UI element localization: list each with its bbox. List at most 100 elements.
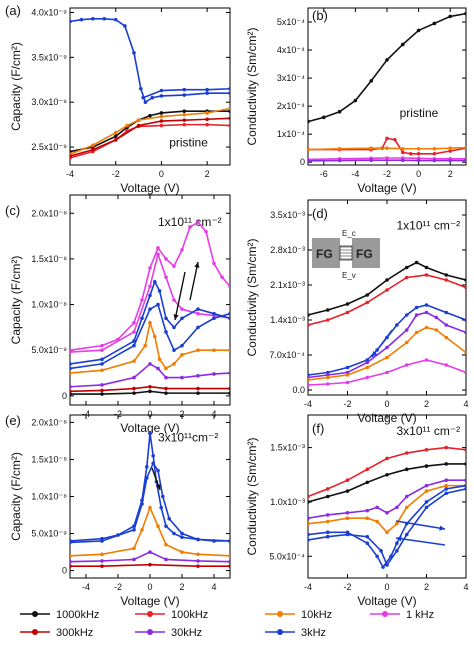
data-point (308, 383, 310, 387)
data-point (444, 462, 449, 466)
x-tick-label: 0 (384, 582, 389, 592)
x-axis-label: Voltage (V) (120, 181, 179, 195)
data-point (464, 447, 466, 452)
y-axis-label: Capacity (F/cm²) (9, 256, 23, 345)
data-point (156, 468, 160, 473)
data-point (325, 534, 330, 539)
data-point (164, 524, 168, 528)
data-point (385, 58, 389, 62)
data-point (432, 151, 437, 156)
y-tick-label: 5.0x10⁻⁹ (31, 529, 67, 539)
plot-frame-b (307, 7, 467, 166)
data-point (432, 21, 437, 26)
band-diagram-inset: FG FGE_cE_v (312, 229, 380, 280)
panel-annotation: pristine (169, 136, 208, 150)
fg-left-label: FG (316, 247, 333, 261)
data-point (444, 483, 449, 488)
data-point (113, 134, 118, 139)
data-point (375, 505, 379, 510)
data-point (212, 372, 216, 376)
legend-item: 1 kHz (370, 609, 434, 621)
data-point (196, 311, 200, 316)
data-point (205, 91, 209, 96)
data-point (448, 146, 453, 150)
panel-label: (a) (5, 3, 21, 18)
data-point (172, 325, 176, 330)
data-point (220, 275, 224, 279)
y-tick-label: 0.0 (292, 385, 305, 395)
series-line (308, 446, 466, 498)
data-point (325, 373, 330, 377)
data-point (444, 273, 449, 277)
data-point (157, 357, 162, 362)
data-point (100, 348, 104, 353)
data-point (172, 531, 176, 536)
data-point (161, 494, 165, 499)
series-line (70, 110, 230, 153)
data-point (164, 386, 168, 391)
y-tick-label: 2.8x10⁻³ (270, 245, 305, 255)
data-point (100, 362, 104, 366)
panel-d: -4 -2 0 2 4 0.0 7.0x10⁻⁴ 1.4x10⁻³ 2.1x10⁻³ 2.8x10… (245, 199, 469, 425)
data-point (159, 123, 164, 128)
data-point (385, 456, 389, 461)
data-point (345, 310, 350, 315)
data-point (325, 318, 330, 322)
series-line (308, 261, 466, 316)
data-point (228, 539, 230, 543)
legend-swatch-marker (277, 629, 283, 635)
panel-label: (b) (312, 8, 328, 23)
data-point (401, 146, 405, 151)
data-point (196, 559, 200, 563)
data-point (414, 313, 419, 317)
x-tick-label: -4 (66, 169, 74, 179)
legend-item: 300kHz (20, 627, 93, 639)
data-point (404, 467, 409, 472)
data-point (196, 220, 200, 225)
data-point (180, 535, 184, 540)
data-point (228, 86, 230, 91)
x-axis-label: Voltage (V) (357, 181, 416, 195)
y-axis-label: Conductivity (Sm/cm²) (245, 27, 259, 145)
data-point (132, 51, 136, 55)
data-point (414, 330, 419, 335)
y-tick-label: 4x10⁻⁴ (277, 45, 305, 55)
data-point (140, 502, 144, 506)
data-point (464, 487, 466, 491)
data-point (369, 79, 374, 83)
data-point (424, 483, 429, 488)
x-tick-label: -2 (112, 169, 120, 179)
data-point (148, 362, 152, 366)
panel-e: -4 -2 0 2 4 0 5.0x10⁻⁹ 1.0x10⁻⁸ 1.5x10⁻⁸ 2.0x10⁻⁸… (5, 413, 231, 608)
data-point (228, 559, 230, 564)
data-point (424, 358, 429, 362)
x-tick-label: 4 (463, 582, 468, 592)
data-point (228, 311, 230, 316)
x-tick-label: 2 (424, 582, 429, 592)
x-tick-label: 2 (448, 169, 453, 179)
data-point (414, 305, 419, 310)
data-point (228, 564, 230, 568)
sweep-arrow-down (173, 271, 186, 321)
data-point (100, 564, 104, 568)
data-point (148, 266, 152, 270)
data-point (393, 137, 397, 142)
series-group (70, 16, 230, 160)
data-point (308, 323, 310, 327)
data-point (444, 478, 449, 483)
data-point (196, 348, 200, 353)
x-tick-label: -4 (82, 409, 90, 419)
data-point (164, 275, 168, 279)
data-point (156, 524, 160, 528)
data-point (132, 557, 136, 562)
data-point (212, 311, 216, 316)
data-point (325, 382, 330, 386)
data-point (416, 158, 421, 163)
data-point (180, 247, 184, 252)
data-point (385, 345, 389, 350)
x-tick-label: 4 (211, 409, 216, 419)
x-tick-label: -2 (343, 399, 351, 409)
data-point (385, 370, 389, 375)
data-point (148, 505, 152, 510)
data-point (148, 284, 152, 289)
